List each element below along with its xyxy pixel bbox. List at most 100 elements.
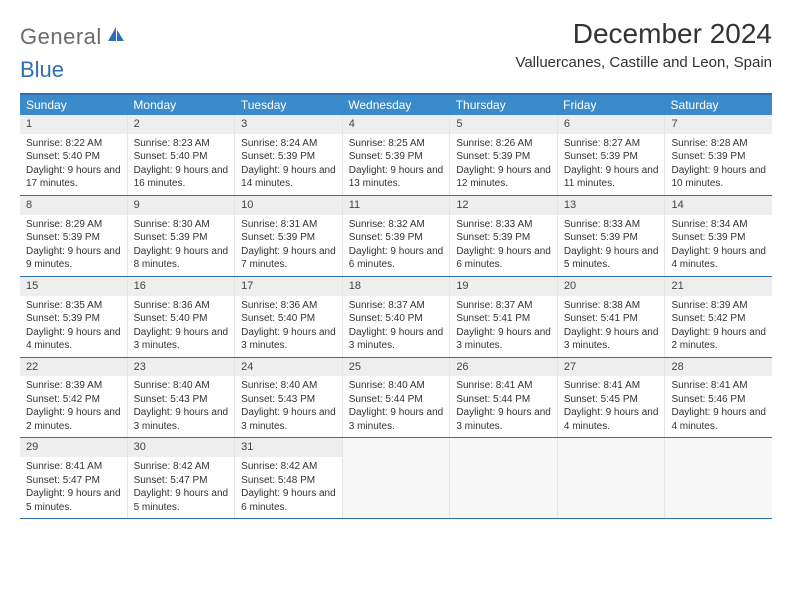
calendar-day: 19Sunrise: 8:37 AMSunset: 5:41 PMDayligh…	[450, 277, 558, 357]
sunrise-text: Sunrise: 8:31 AM	[241, 218, 336, 232]
sunrise-text: Sunrise: 8:33 AM	[456, 218, 551, 232]
daylight-text: Daylight: 9 hours and 14 minutes.	[241, 164, 336, 191]
daylight-text: Daylight: 9 hours and 3 minutes.	[456, 406, 551, 433]
daylight-text: Daylight: 9 hours and 5 minutes.	[134, 487, 229, 514]
daylight-text: Daylight: 9 hours and 3 minutes.	[564, 326, 659, 353]
calendar-day: 12Sunrise: 8:33 AMSunset: 5:39 PMDayligh…	[450, 196, 558, 276]
day-body: Sunrise: 8:37 AMSunset: 5:41 PMDaylight:…	[450, 296, 557, 357]
sunset-text: Sunset: 5:40 PM	[134, 150, 229, 164]
day-body: Sunrise: 8:39 AMSunset: 5:42 PMDaylight:…	[20, 376, 127, 437]
day-number: 19	[450, 277, 557, 296]
day-number: 18	[343, 277, 450, 296]
calendar-day: 27Sunrise: 8:41 AMSunset: 5:45 PMDayligh…	[558, 358, 666, 438]
sunrise-text: Sunrise: 8:41 AM	[456, 379, 551, 393]
weekday-header-row: Sunday Monday Tuesday Wednesday Thursday…	[20, 95, 772, 115]
calendar-day: 28Sunrise: 8:41 AMSunset: 5:46 PMDayligh…	[665, 358, 772, 438]
calendar-day: 14Sunrise: 8:34 AMSunset: 5:39 PMDayligh…	[665, 196, 772, 276]
sunrise-text: Sunrise: 8:36 AM	[134, 299, 229, 313]
sunset-text: Sunset: 5:42 PM	[671, 312, 766, 326]
day-body: Sunrise: 8:41 AMSunset: 5:45 PMDaylight:…	[558, 376, 665, 437]
calendar-week: 15Sunrise: 8:35 AMSunset: 5:39 PMDayligh…	[20, 277, 772, 358]
calendar-day: 3Sunrise: 8:24 AMSunset: 5:39 PMDaylight…	[235, 115, 343, 195]
calendar-day: 24Sunrise: 8:40 AMSunset: 5:43 PMDayligh…	[235, 358, 343, 438]
day-body: Sunrise: 8:40 AMSunset: 5:43 PMDaylight:…	[128, 376, 235, 437]
logo: General	[20, 24, 128, 50]
day-body: Sunrise: 8:27 AMSunset: 5:39 PMDaylight:…	[558, 134, 665, 195]
sunrise-text: Sunrise: 8:24 AM	[241, 137, 336, 151]
day-number: 22	[20, 358, 127, 377]
sunrise-text: Sunrise: 8:41 AM	[564, 379, 659, 393]
daylight-text: Daylight: 9 hours and 3 minutes.	[456, 326, 551, 353]
day-body: Sunrise: 8:36 AMSunset: 5:40 PMDaylight:…	[235, 296, 342, 357]
sunset-text: Sunset: 5:39 PM	[456, 231, 551, 245]
daylight-text: Daylight: 9 hours and 3 minutes.	[349, 326, 444, 353]
daylight-text: Daylight: 9 hours and 9 minutes.	[26, 245, 121, 272]
sunset-text: Sunset: 5:43 PM	[134, 393, 229, 407]
sunrise-text: Sunrise: 8:37 AM	[456, 299, 551, 313]
daylight-text: Daylight: 9 hours and 6 minutes.	[456, 245, 551, 272]
sunset-text: Sunset: 5:44 PM	[456, 393, 551, 407]
sunrise-text: Sunrise: 8:36 AM	[241, 299, 336, 313]
daylight-text: Daylight: 9 hours and 10 minutes.	[671, 164, 766, 191]
calendar-day: 17Sunrise: 8:36 AMSunset: 5:40 PMDayligh…	[235, 277, 343, 357]
day-body: Sunrise: 8:39 AMSunset: 5:42 PMDaylight:…	[665, 296, 772, 357]
sunset-text: Sunset: 5:40 PM	[26, 150, 121, 164]
sunset-text: Sunset: 5:39 PM	[671, 231, 766, 245]
daylight-text: Daylight: 9 hours and 6 minutes.	[241, 487, 336, 514]
day-body: Sunrise: 8:41 AMSunset: 5:46 PMDaylight:…	[665, 376, 772, 437]
daylight-text: Daylight: 9 hours and 2 minutes.	[26, 406, 121, 433]
day-body: Sunrise: 8:33 AMSunset: 5:39 PMDaylight:…	[450, 215, 557, 276]
sunset-text: Sunset: 5:39 PM	[564, 231, 659, 245]
sunrise-text: Sunrise: 8:42 AM	[241, 460, 336, 474]
sunset-text: Sunset: 5:45 PM	[564, 393, 659, 407]
daylight-text: Daylight: 9 hours and 8 minutes.	[134, 245, 229, 272]
day-body: Sunrise: 8:23 AMSunset: 5:40 PMDaylight:…	[128, 134, 235, 195]
daylight-text: Daylight: 9 hours and 16 minutes.	[134, 164, 229, 191]
day-number: 30	[128, 438, 235, 457]
day-number: 14	[665, 196, 772, 215]
daylight-text: Daylight: 9 hours and 7 minutes.	[241, 245, 336, 272]
calendar-day: 21Sunrise: 8:39 AMSunset: 5:42 PMDayligh…	[665, 277, 772, 357]
day-number: 9	[128, 196, 235, 215]
daylight-text: Daylight: 9 hours and 5 minutes.	[26, 487, 121, 514]
calendar-day: 10Sunrise: 8:31 AMSunset: 5:39 PMDayligh…	[235, 196, 343, 276]
day-number: 29	[20, 438, 127, 457]
sunset-text: Sunset: 5:39 PM	[241, 150, 336, 164]
sunrise-text: Sunrise: 8:40 AM	[349, 379, 444, 393]
day-number: 2	[128, 115, 235, 134]
day-number: 11	[343, 196, 450, 215]
sunset-text: Sunset: 5:48 PM	[241, 474, 336, 488]
sunrise-text: Sunrise: 8:27 AM	[564, 137, 659, 151]
calendar-day	[450, 438, 558, 518]
sunrise-text: Sunrise: 8:30 AM	[134, 218, 229, 232]
daylight-text: Daylight: 9 hours and 4 minutes.	[671, 245, 766, 272]
calendar-week: 22Sunrise: 8:39 AMSunset: 5:42 PMDayligh…	[20, 358, 772, 439]
sunset-text: Sunset: 5:40 PM	[349, 312, 444, 326]
sunset-text: Sunset: 5:43 PM	[241, 393, 336, 407]
daylight-text: Daylight: 9 hours and 5 minutes.	[564, 245, 659, 272]
sunrise-text: Sunrise: 8:29 AM	[26, 218, 121, 232]
calendar-week: 29Sunrise: 8:41 AMSunset: 5:47 PMDayligh…	[20, 438, 772, 519]
day-body: Sunrise: 8:24 AMSunset: 5:39 PMDaylight:…	[235, 134, 342, 195]
sunrise-text: Sunrise: 8:37 AM	[349, 299, 444, 313]
weekday-header: Sunday	[20, 95, 127, 115]
calendar-day: 1Sunrise: 8:22 AMSunset: 5:40 PMDaylight…	[20, 115, 128, 195]
calendar-week: 1Sunrise: 8:22 AMSunset: 5:40 PMDaylight…	[20, 115, 772, 196]
day-number: 13	[558, 196, 665, 215]
day-number: 6	[558, 115, 665, 134]
day-number: 26	[450, 358, 557, 377]
sunset-text: Sunset: 5:46 PM	[671, 393, 766, 407]
calendar-day: 20Sunrise: 8:38 AMSunset: 5:41 PMDayligh…	[558, 277, 666, 357]
daylight-text: Daylight: 9 hours and 13 minutes.	[349, 164, 444, 191]
day-body: Sunrise: 8:25 AMSunset: 5:39 PMDaylight:…	[343, 134, 450, 195]
sunset-text: Sunset: 5:40 PM	[134, 312, 229, 326]
location: Valluercanes, Castille and Leon, Spain	[515, 54, 772, 71]
sunrise-text: Sunrise: 8:41 AM	[26, 460, 121, 474]
day-number: 5	[450, 115, 557, 134]
calendar-day: 23Sunrise: 8:40 AMSunset: 5:43 PMDayligh…	[128, 358, 236, 438]
day-body: Sunrise: 8:36 AMSunset: 5:40 PMDaylight:…	[128, 296, 235, 357]
day-body: Sunrise: 8:42 AMSunset: 5:47 PMDaylight:…	[128, 457, 235, 518]
day-number: 4	[343, 115, 450, 134]
sunset-text: Sunset: 5:44 PM	[349, 393, 444, 407]
calendar: Sunday Monday Tuesday Wednesday Thursday…	[20, 93, 772, 519]
